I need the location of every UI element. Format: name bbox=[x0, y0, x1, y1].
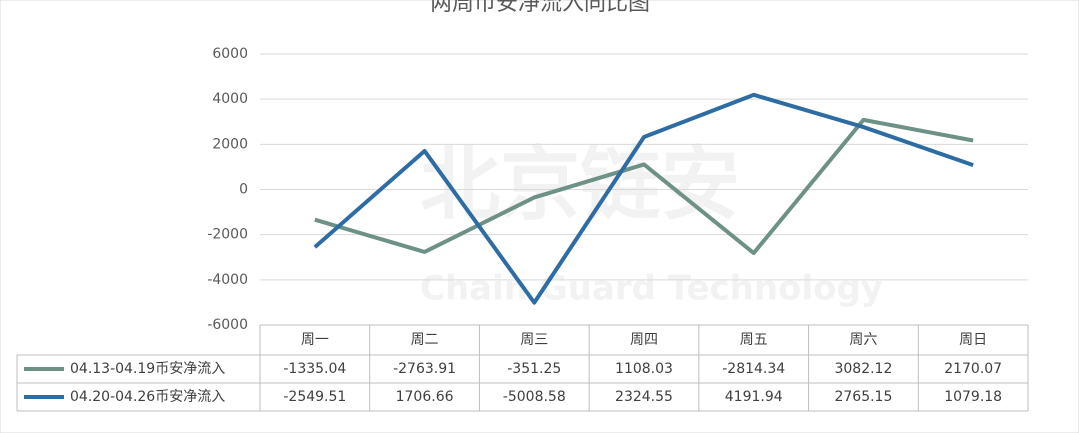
y-tick-label: -2000 bbox=[207, 227, 248, 243]
table-value: -2814.34 bbox=[722, 361, 785, 377]
table-value: 2324.55 bbox=[615, 389, 673, 405]
table-value: -5008.58 bbox=[503, 389, 566, 405]
y-tick-label: 4000 bbox=[212, 91, 248, 107]
table-value: 2765.15 bbox=[834, 389, 892, 405]
table-value: 1079.18 bbox=[944, 389, 1002, 405]
watermark-sub: Chain Guard Technology bbox=[420, 269, 883, 309]
table-value: 3082.12 bbox=[834, 361, 892, 377]
y-tick-label: 2000 bbox=[212, 136, 248, 152]
table-value: 4191.94 bbox=[725, 389, 783, 405]
x-tick-label: 周六 bbox=[849, 332, 877, 348]
y-tick-label: 6000 bbox=[212, 46, 248, 62]
legend-label: 04.13-04.19币安净流入 bbox=[70, 361, 225, 377]
x-tick-label: 周日 bbox=[959, 332, 987, 348]
table-value: -2763.91 bbox=[393, 361, 456, 377]
table-value: -351.25 bbox=[507, 361, 561, 377]
series-line bbox=[313, 92, 974, 305]
table-value: -2549.51 bbox=[283, 389, 346, 405]
y-tick-label: -6000 bbox=[207, 317, 248, 333]
x-tick-label: 周四 bbox=[630, 332, 658, 348]
series-line bbox=[314, 117, 974, 256]
table-value: 2170.07 bbox=[944, 361, 1002, 377]
table-value: -1335.04 bbox=[283, 361, 346, 377]
x-tick-label: 周五 bbox=[740, 332, 768, 348]
table-value: 1706.66 bbox=[396, 389, 454, 405]
x-tick-label: 周一 bbox=[301, 332, 329, 348]
table-value: 1108.03 bbox=[615, 361, 673, 377]
x-tick-label: 周三 bbox=[520, 332, 548, 348]
legend-label: 04.20-04.26币安净流入 bbox=[70, 389, 225, 405]
y-tick-label: 0 bbox=[239, 182, 248, 198]
y-tick-label: -4000 bbox=[207, 272, 248, 288]
chart-title: 两周币安净流入同比图 bbox=[430, 0, 650, 16]
x-tick-label: 周二 bbox=[411, 332, 439, 348]
